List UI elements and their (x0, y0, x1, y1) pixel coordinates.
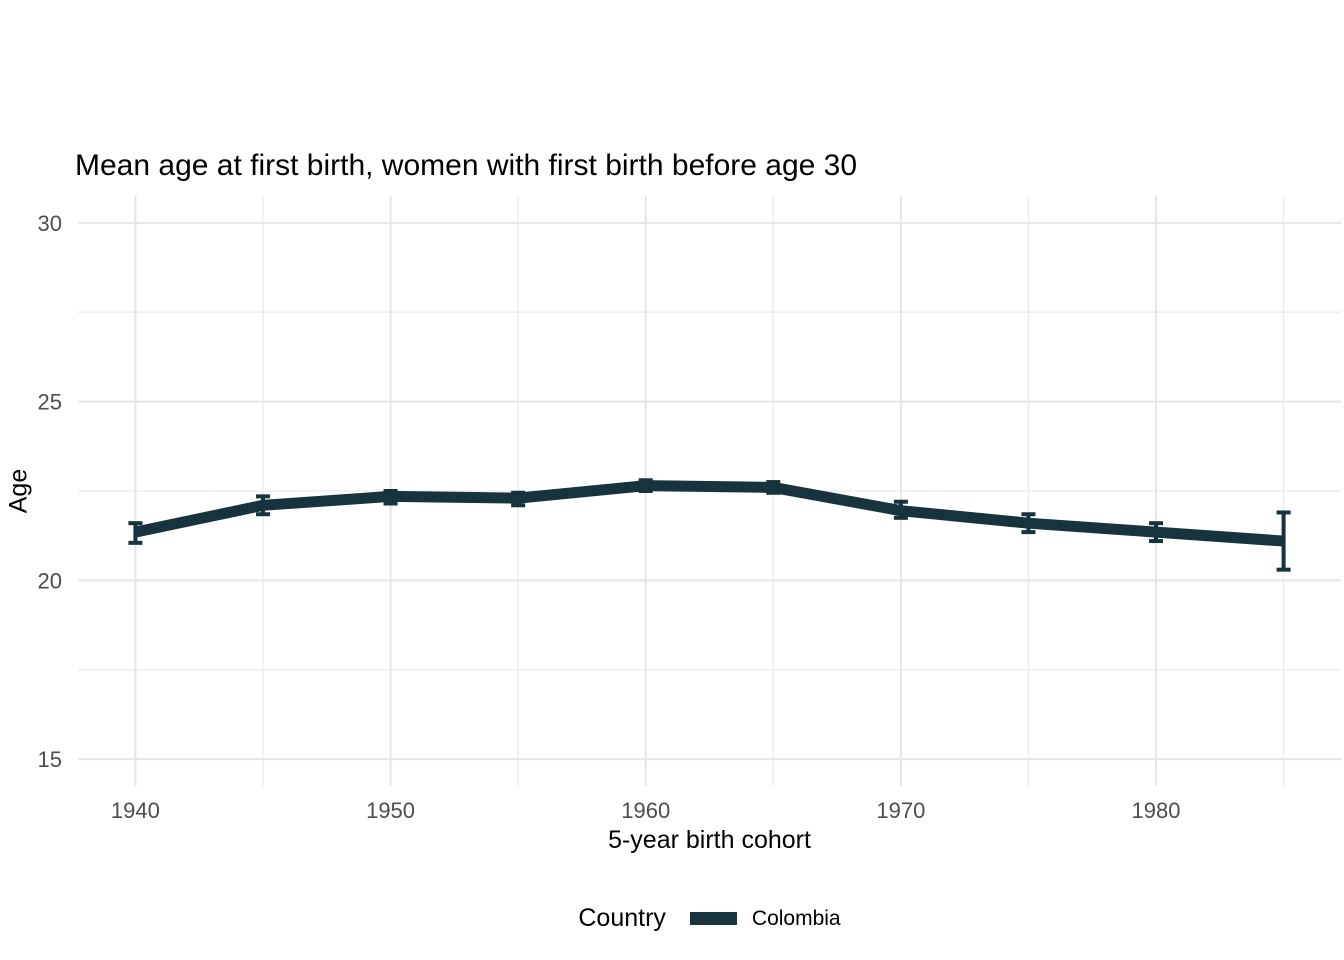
legend-item-label: Colombia (751, 906, 841, 930)
y-axis-title: Age (4, 468, 33, 514)
x-axis-title: 5-year birth cohort (608, 826, 811, 854)
chart-title: Mean age at first birth, women with firs… (75, 149, 858, 182)
y-tick-label: 30 (38, 211, 62, 236)
y-tick-label: 15 (38, 747, 62, 772)
x-tick-label: 1960 (621, 798, 670, 823)
x-tick-label: 1970 (876, 798, 925, 823)
x-tick-label: 1940 (111, 798, 160, 823)
x-tick-label: 1980 (1132, 798, 1181, 823)
legend-title: Country (578, 904, 666, 932)
y-tick-label: 25 (38, 390, 62, 415)
y-tick-label: 20 (38, 568, 62, 593)
legend-line-swatch-icon (689, 912, 737, 925)
series-line-colombia (134, 480, 1284, 547)
x-tick-label: 1950 (366, 798, 415, 823)
legend: Country Colombia (78, 904, 1341, 933)
